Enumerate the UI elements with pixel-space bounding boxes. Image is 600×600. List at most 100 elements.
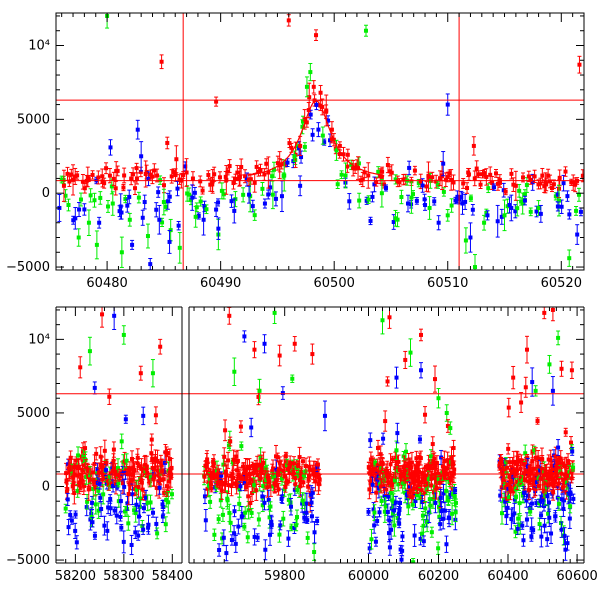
data-point-red [102, 448, 107, 453]
data-point-red [223, 480, 228, 485]
data-point-blue [565, 194, 570, 199]
data-point-blue [136, 533, 141, 538]
data-point-blue [499, 214, 504, 219]
data-point-red [161, 477, 166, 482]
data-point-red [155, 173, 160, 178]
data-point-red [238, 424, 243, 429]
data-point-red [218, 478, 223, 483]
data-point-red [215, 475, 220, 480]
data-point-blue [368, 218, 373, 223]
data-point-green [414, 493, 419, 498]
data-point-red [412, 168, 417, 173]
data-point-green [116, 466, 121, 471]
data-point-red [139, 466, 144, 471]
data-point-blue [121, 539, 126, 544]
data-point-green [339, 172, 344, 177]
data-point-green [101, 492, 106, 497]
data-point-green [468, 196, 473, 201]
data-point-blue [485, 213, 490, 218]
data-point-red [258, 168, 263, 173]
data-point-red [241, 471, 246, 476]
data-point-green [63, 506, 68, 511]
data-point-blue [559, 204, 564, 209]
data-point-red [151, 477, 156, 482]
data-point-red [360, 177, 365, 182]
data-point-red [107, 173, 112, 178]
data-point-red [92, 461, 97, 466]
data-point-red [337, 152, 342, 157]
data-point-green [242, 524, 247, 529]
data-point-green [410, 502, 415, 507]
data-point-green [261, 484, 266, 489]
data-point-green [383, 504, 388, 509]
data-point-blue [217, 547, 222, 552]
data-point-blue [154, 207, 159, 212]
data-point-red [538, 181, 543, 186]
data-point-red [302, 117, 307, 122]
data-point-green [126, 521, 131, 526]
data-point-green [207, 476, 212, 481]
data-point-green [88, 193, 93, 198]
data-point-red [150, 174, 155, 179]
data-point-green [522, 192, 527, 197]
data-point-blue [201, 217, 206, 222]
data-point-blue [144, 495, 149, 500]
data-point-red [543, 180, 548, 185]
data-point-red [73, 464, 78, 469]
data-point-green [219, 188, 224, 193]
data-point-red [210, 474, 215, 479]
data-point-green [402, 481, 407, 486]
data-point-blue [372, 182, 377, 187]
data-point-blue [167, 194, 172, 199]
data-point-red [401, 471, 406, 476]
data-point-blue [513, 209, 518, 214]
data-point-red [154, 485, 159, 490]
data-point-green [272, 167, 277, 172]
data-point-red [202, 474, 207, 479]
data-point-red [422, 474, 427, 479]
data-point-green [260, 186, 265, 191]
data-point-red [238, 475, 243, 480]
data-point-green [519, 199, 524, 204]
data-point-green [270, 174, 275, 179]
data-point-blue [305, 518, 310, 523]
data-point-green [221, 192, 226, 197]
data-point-red [87, 475, 92, 480]
data-point-blue [112, 508, 117, 513]
data-point-red [362, 170, 367, 175]
data-point-green [308, 70, 313, 75]
data-point-blue [73, 216, 78, 221]
data-point-red [298, 484, 303, 489]
data-point-blue [262, 500, 267, 505]
data-point-green [436, 546, 441, 551]
data-point-red [417, 469, 422, 474]
data-point-red [122, 459, 127, 464]
data-point-red [423, 412, 428, 417]
top-y-tick-label: 10⁴ [28, 38, 50, 53]
data-point-green [450, 511, 455, 516]
data-point-blue [142, 200, 147, 205]
data-point-blue [157, 485, 162, 490]
data-point-red [293, 482, 298, 487]
data-point-blue [151, 510, 156, 515]
data-point-blue [249, 425, 254, 430]
data-point-red [451, 180, 456, 185]
data-point-red [251, 470, 256, 475]
data-point-red [228, 439, 233, 444]
data-point-red [503, 189, 508, 194]
data-point-blue [97, 220, 102, 225]
data-point-green [267, 515, 272, 520]
data-point-red [135, 455, 140, 460]
data-point-blue [190, 195, 195, 200]
data-point-red [471, 143, 476, 148]
data-point-blue [139, 154, 144, 159]
data-point-green [198, 199, 203, 204]
data-point-green [256, 517, 261, 522]
data-point-red [284, 460, 289, 465]
data-point-green [436, 477, 441, 482]
data-point-red [69, 464, 74, 469]
data-point-blue [373, 539, 378, 544]
data-point-red [126, 492, 131, 497]
data-point-blue [130, 242, 135, 247]
data-point-red [96, 175, 101, 180]
